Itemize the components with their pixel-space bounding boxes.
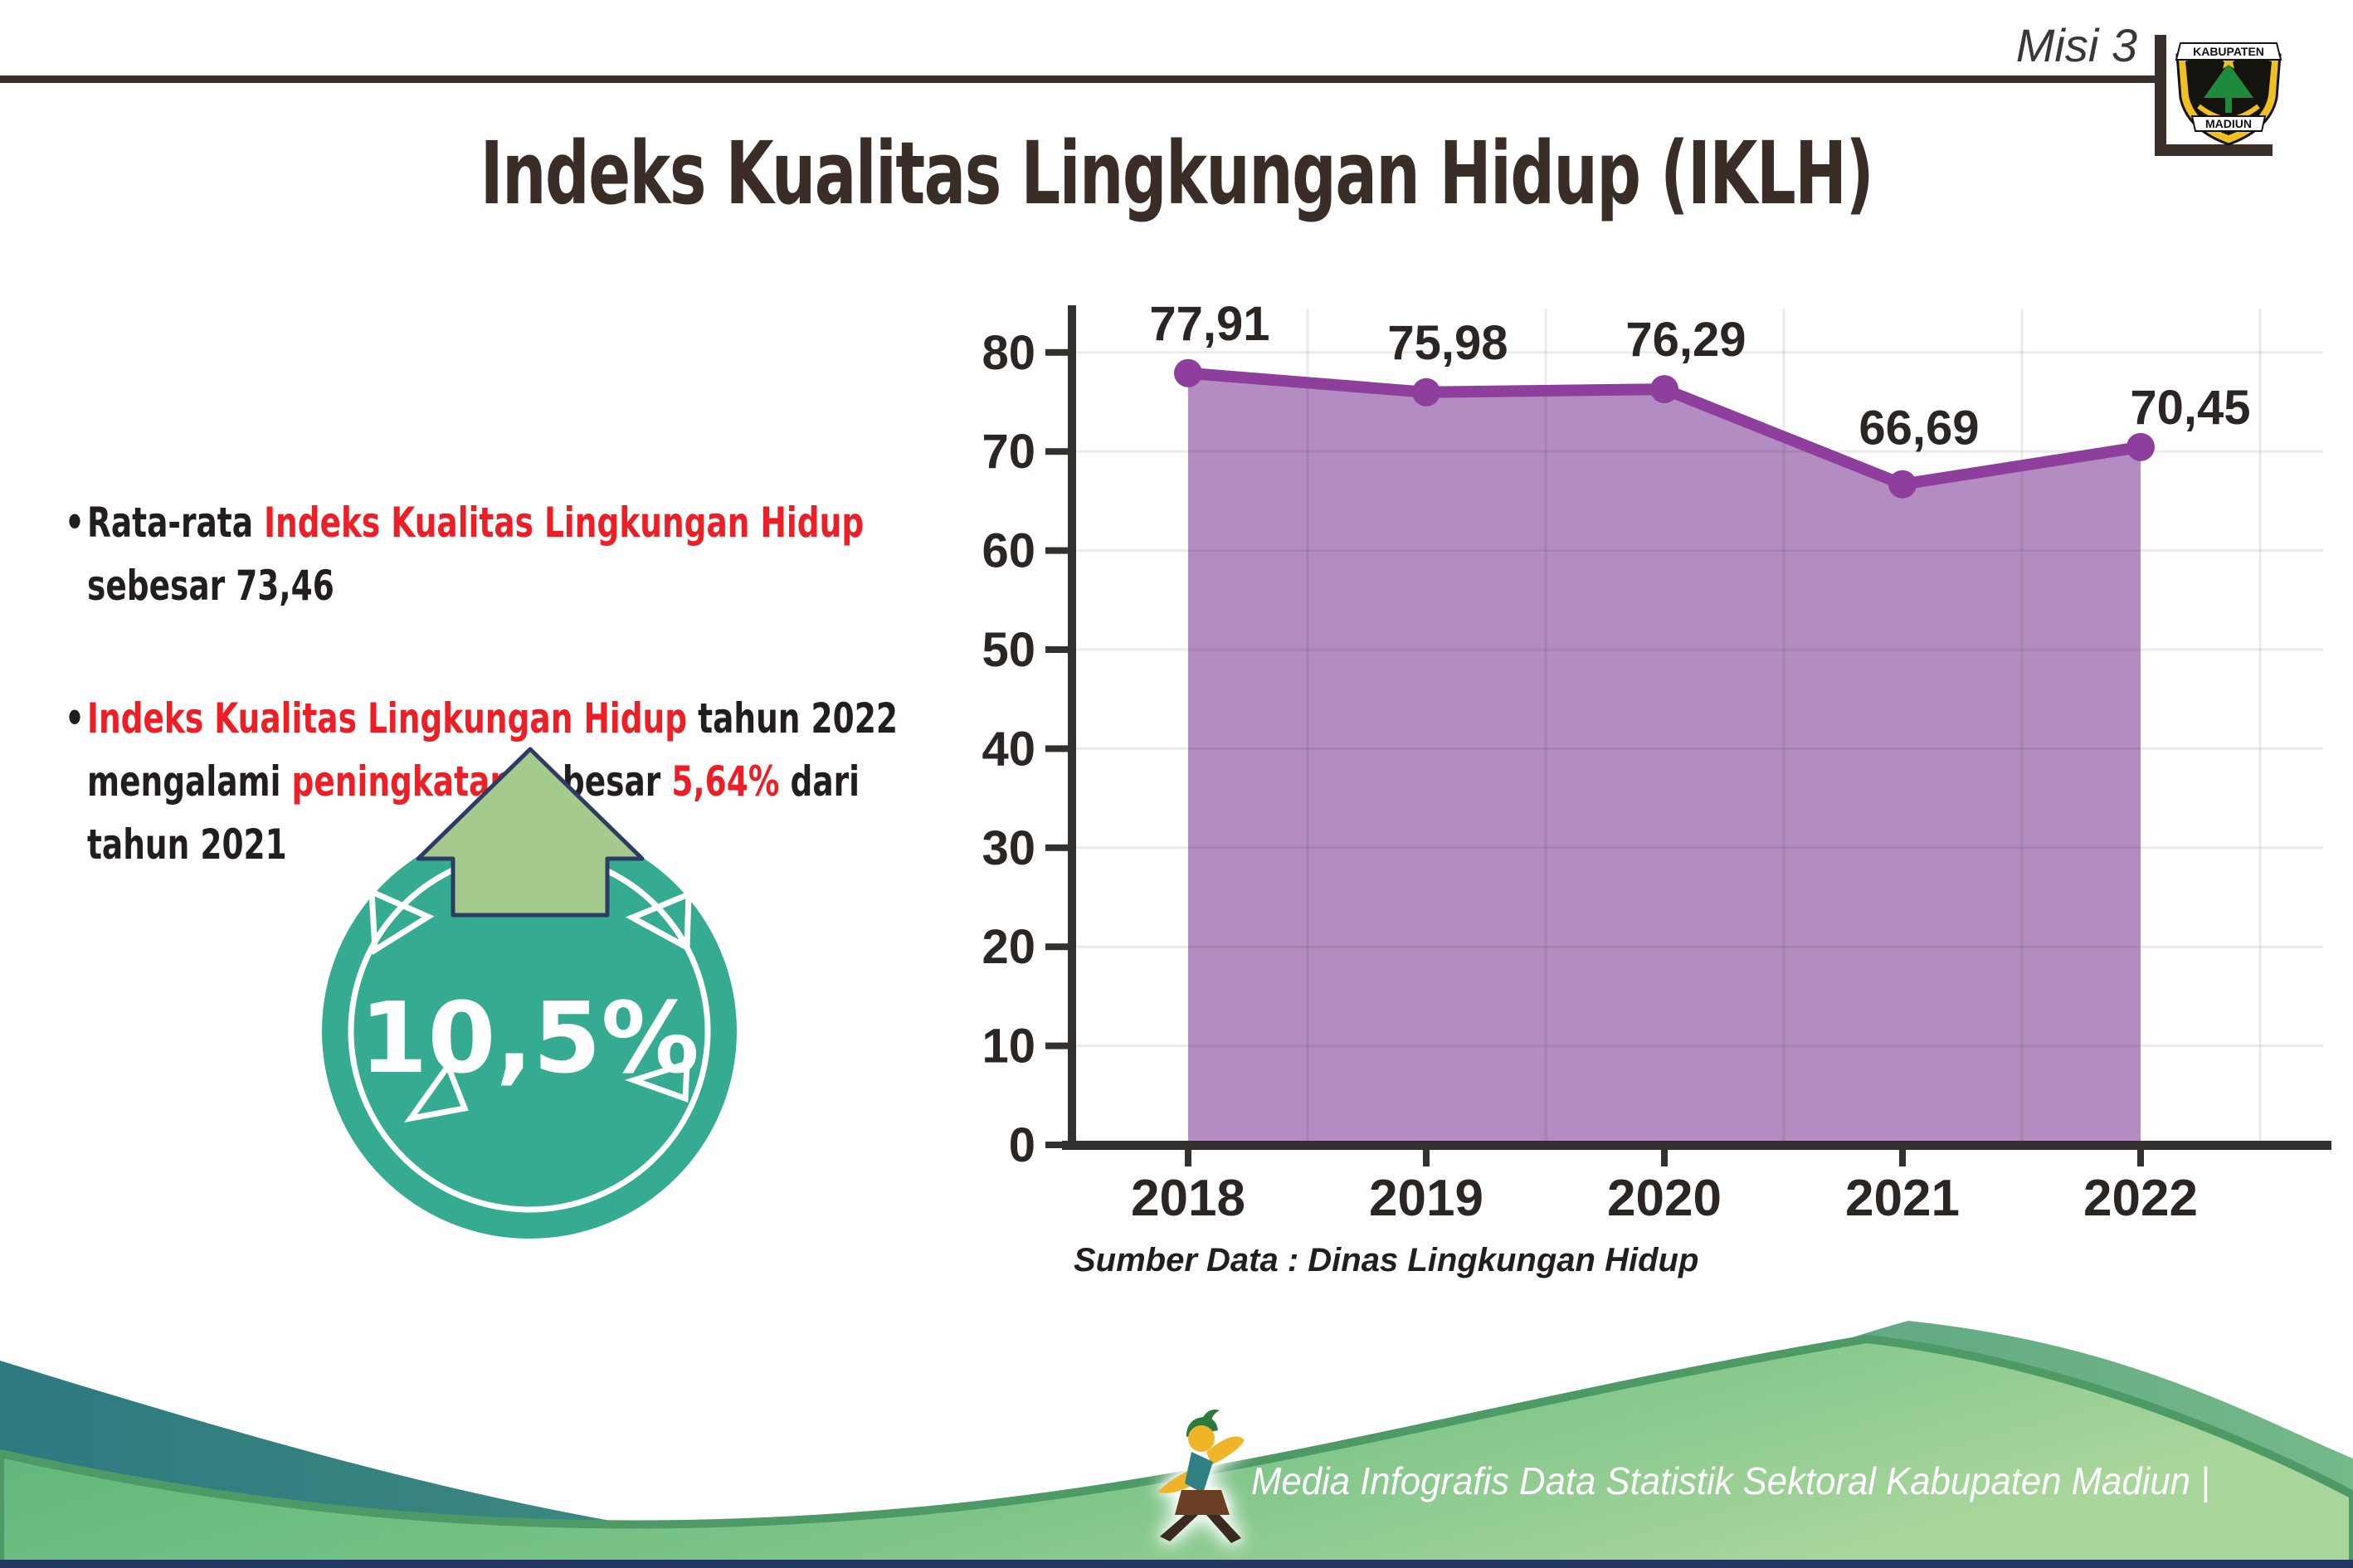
badge-spark-upper-left — [368, 887, 435, 956]
data-point-labels: 77,91 75,98 76,29 66,69 70,45 — [1149, 297, 2250, 455]
mascot-leg-left — [1160, 1515, 1198, 1541]
up-arrow-icon — [416, 747, 645, 918]
y-tick — [1045, 348, 1072, 356]
chart-area-fill — [1188, 373, 2141, 1145]
x-axis-line — [1062, 1141, 2331, 1150]
mascot-head — [1188, 1425, 1215, 1452]
y-axis-label: 50 — [982, 623, 1035, 677]
axis-labels: 0 10 20 30 40 50 60 70 80 2018 2019 2020 2021 2022 — [982, 326, 2197, 1227]
x-axis-label: 2018 — [1131, 1170, 1245, 1227]
y-axis-label: 20 — [982, 920, 1035, 974]
bullet-text-segment: Indeks Kualitas Lingkungan Hidup — [87, 694, 688, 743]
y-axis-label: 80 — [982, 326, 1035, 380]
data-point-label: 77,91 — [1149, 297, 1269, 351]
logo-bracket-horizontal — [2155, 144, 2273, 156]
chart-series-line — [1174, 358, 2155, 499]
bullet-item-2: • Indeks Kualitas Lingkungan Hidup tahun … — [65, 687, 998, 876]
logo-tree-icon — [2204, 63, 2253, 98]
kabupaten-madiun-logo: KABUPATEN MADIUN — [2175, 42, 2282, 146]
y-tick — [1045, 646, 1072, 653]
logo-top-text: KABUPATEN — [2193, 45, 2264, 58]
mascot-skirt — [1175, 1490, 1230, 1515]
y-axis-label: 40 — [982, 722, 1035, 776]
data-point-dot — [1174, 358, 1202, 387]
footer-wave-front — [0, 1334, 2353, 1568]
y-tick — [1045, 1142, 1072, 1148]
mascot-sash — [1185, 1452, 1213, 1493]
badge-circle — [322, 824, 737, 1239]
x-tick — [1185, 1145, 1191, 1166]
footer-bottom-bar — [0, 1560, 2353, 1568]
summary-bullets: • Rata-rata Indeks Kualitas Lingkungan Hi… — [65, 491, 1309, 876]
misi-label: Misi 3 — [2015, 19, 2137, 71]
bullet-text-segment: 5,64% — [671, 757, 780, 806]
y-tick — [1045, 745, 1072, 752]
logo-bottom-text: MADIUN — [2205, 117, 2252, 130]
logo-banner-bottom — [2190, 115, 2267, 132]
bullet-item-1: • Rata-rata Indeks Kualitas Lingkungan Hi… — [65, 491, 998, 617]
bullet-text-segment: mengalami — [87, 757, 292, 806]
y-tick — [1045, 844, 1072, 851]
data-point-label: 70,45 — [2130, 381, 2250, 435]
logo-bracket-vertical — [2155, 35, 2166, 156]
y-tick — [1045, 448, 1072, 455]
x-axis-label: 2020 — [1607, 1170, 1722, 1227]
page-title: Indeks Kualitas Lingkungan Hidup (IKLH) — [480, 123, 1874, 224]
mascot-cap-leaf — [1203, 1410, 1220, 1420]
y-axis-line — [1068, 305, 1076, 1150]
data-point-label: 75,98 — [1387, 316, 1508, 370]
data-point-label: 76,29 — [1625, 313, 1746, 367]
y-axis-label: 30 — [982, 821, 1035, 875]
data-point-label: 66,69 — [1859, 402, 1979, 455]
bullet-text-segment: tahun 2021 — [87, 821, 287, 869]
dancer-mascot-icon — [1158, 1410, 1245, 1543]
x-tick — [1423, 1145, 1430, 1166]
badge-spark-upper-right — [625, 889, 692, 952]
y-tick — [1045, 547, 1072, 554]
x-axis-label: 2021 — [1845, 1170, 1960, 1227]
y-axis-label: 60 — [982, 524, 1035, 578]
bullet-text-segment: Indeks Kualitas Lingkungan Hidup — [264, 499, 865, 547]
mascot-arm-right — [1206, 1436, 1245, 1465]
data-point-dot — [1888, 470, 1917, 499]
chart-source-note: Sumber Data : Dinas Lingkungan Hidup — [1074, 1242, 1698, 1278]
x-tick — [1661, 1145, 1668, 1166]
x-axis-label: 2022 — [2083, 1170, 2198, 1227]
mascot-leg-right — [1206, 1515, 1241, 1543]
x-tick — [2137, 1145, 2144, 1166]
logo-banner-top — [2175, 42, 2282, 61]
logo-tree-trunk — [2225, 95, 2232, 113]
badge-spark-lower-right — [624, 1059, 690, 1103]
axis-ticks — [1045, 348, 2144, 1166]
bullet-dot: • — [65, 694, 85, 743]
data-point-dot — [1650, 375, 1678, 404]
bullet-text-segment: sebesar 73,46 — [87, 562, 334, 610]
y-tick — [1045, 943, 1072, 951]
y-axis-label: 70 — [982, 425, 1035, 479]
y-axis-label: 10 — [982, 1020, 1035, 1074]
data-point-dot — [1412, 377, 1440, 407]
bullet-text-segment: dari — [779, 757, 860, 806]
x-axis-label: 2019 — [1369, 1170, 1483, 1227]
bullet-text-segment: Rata-rata — [87, 499, 265, 547]
data-point-dot — [2126, 432, 2155, 461]
bullet-text-segment: peningkatan — [291, 757, 513, 806]
badge-spark-lower-left — [404, 1059, 469, 1123]
y-tick — [1045, 1042, 1072, 1049]
badge-value: 10,5% — [359, 981, 699, 1095]
x-tick — [1899, 1145, 1906, 1166]
y-axis-label: 0 — [1009, 1118, 1035, 1172]
header-rule — [0, 75, 2156, 83]
bullet-dot: • — [65, 499, 85, 547]
footer-credit: Media Infografis Data Statistik Sektoral… — [1251, 1459, 2210, 1502]
bullet-text-segment: tahun 2022 — [687, 694, 898, 743]
series-area — [1188, 373, 2141, 1145]
